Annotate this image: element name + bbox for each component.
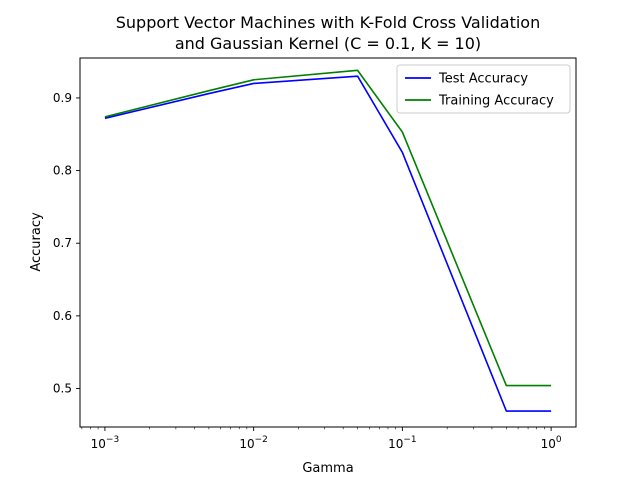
y-tick-label-4: 0.9 xyxy=(53,91,72,105)
legend-label-0: Test Accuracy xyxy=(438,72,528,87)
y-tick-label-0: 0.5 xyxy=(53,382,72,396)
chart-title-line1: Support Vector Machines with K-Fold Cros… xyxy=(116,13,540,32)
y-tick-label-3: 0.8 xyxy=(53,164,72,178)
chart-title-line2: and Gaussian Kernel (C = 0.1, K = 10) xyxy=(175,34,481,53)
x-tick-label-2: 10−1 xyxy=(388,435,417,451)
x-tick-label-3: 100 xyxy=(541,435,562,451)
x-tick-label-1: 10−2 xyxy=(239,435,268,451)
legend-label-1: Training Accuracy xyxy=(438,94,554,109)
legend: Test Accuracy Training Accuracy xyxy=(396,64,571,114)
y-tick-label-1: 0.6 xyxy=(53,309,72,323)
y-axis-label: Accuracy xyxy=(29,212,44,272)
legend-frame xyxy=(396,64,571,114)
x-axis-label: Gamma xyxy=(302,461,353,476)
y-tick-label-2: 0.7 xyxy=(53,236,72,250)
x-axis: 10−3 10−2 10−1 100 xyxy=(81,427,562,451)
plot-frame xyxy=(79,57,577,428)
y-axis: 0.5 0.6 0.7 0.8 0.9 xyxy=(53,91,80,396)
series-line-0 xyxy=(104,75,552,412)
x-tick-label-0: 10−3 xyxy=(91,435,120,451)
series-line-1 xyxy=(104,69,552,387)
series-layer xyxy=(104,69,552,412)
